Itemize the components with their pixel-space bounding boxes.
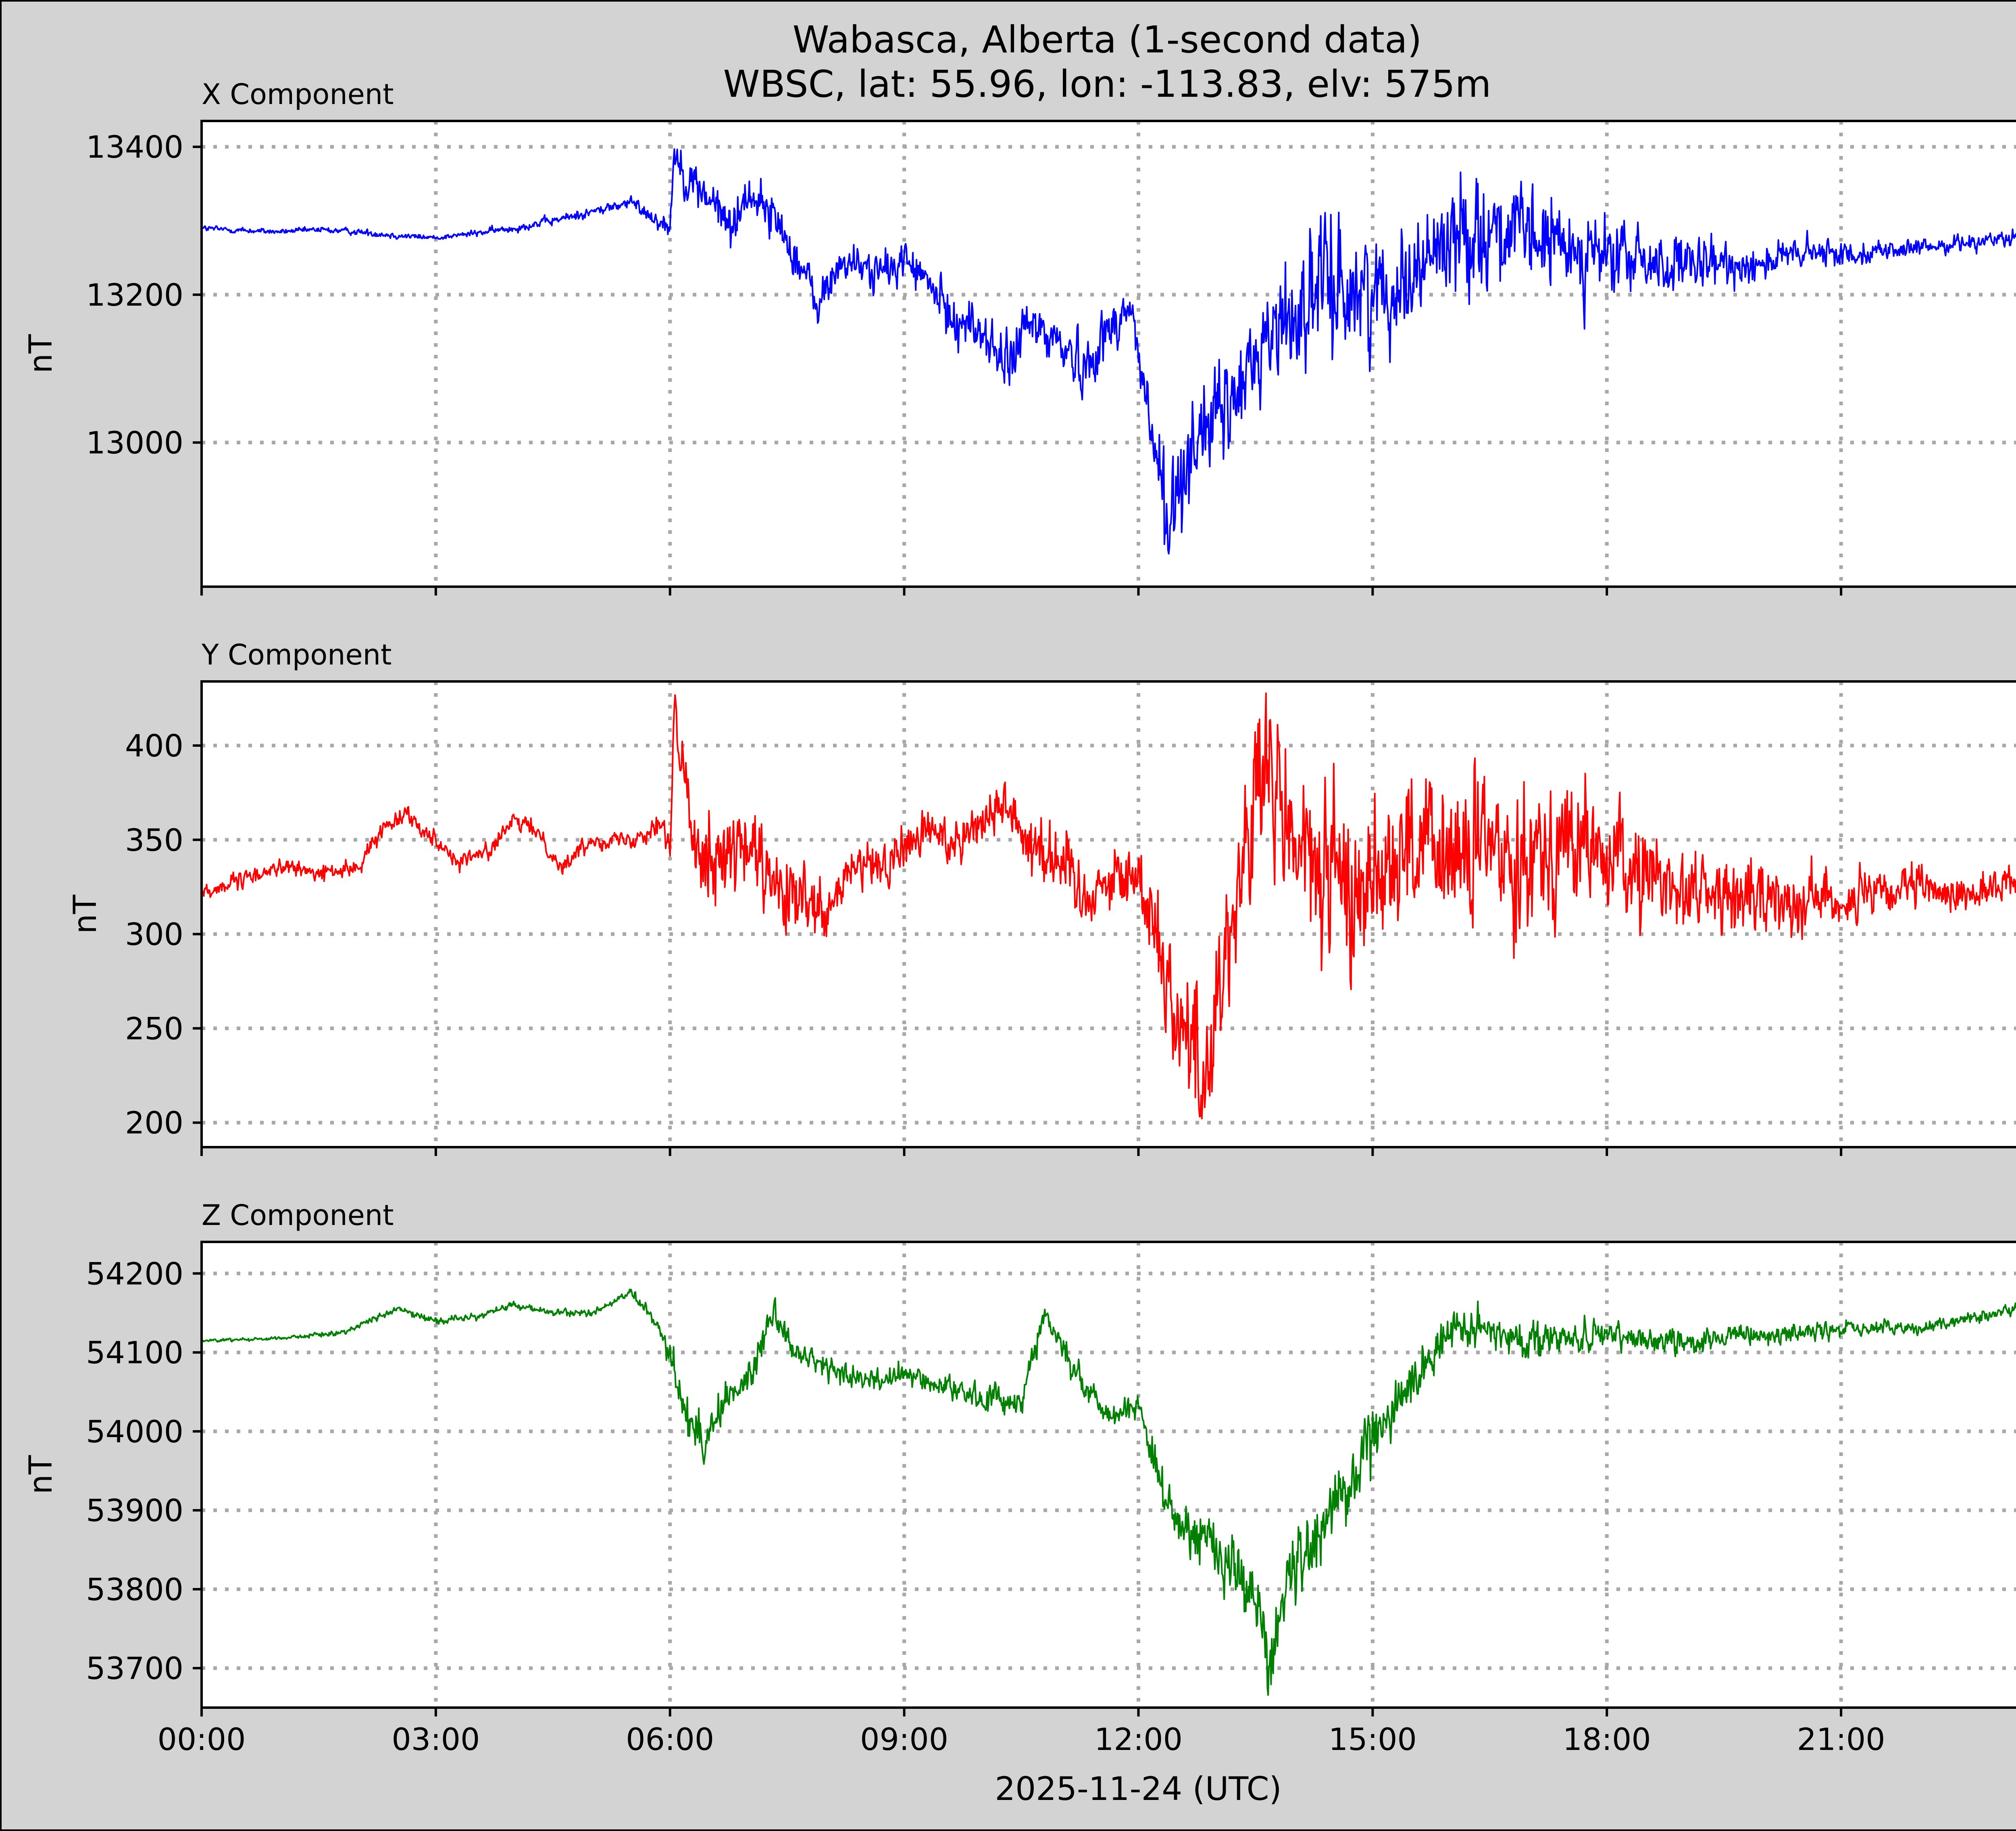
x-tick-label: 15:00 xyxy=(1329,1721,1417,1757)
panel-title: Y Component xyxy=(201,638,392,671)
x-tick-label: 06:00 xyxy=(626,1721,714,1757)
y-tick-label: 54100 xyxy=(86,1335,183,1371)
chart-subtitle: WBSC, lat: 55.96, lon: -113.83, elv: 575… xyxy=(723,62,1491,106)
y-tick-label: 53800 xyxy=(86,1571,183,1607)
plot-area xyxy=(202,681,2016,1147)
x-tick-label: 18:00 xyxy=(1563,1721,1651,1757)
panel-title: X Component xyxy=(202,78,394,111)
panels: 13000 13200 13400 X Component nT 200 250 300 350… xyxy=(23,78,2016,1716)
y-axis-label: nT xyxy=(23,1455,59,1494)
y-tick-label: 13200 xyxy=(86,277,183,313)
x-tick-label: 09:00 xyxy=(860,1721,948,1757)
y-tick-label: 53700 xyxy=(86,1650,183,1686)
y-tick-label: 250 xyxy=(125,1010,183,1046)
y-tick-label: 54000 xyxy=(86,1414,183,1450)
y-axis-label: nT xyxy=(67,895,104,934)
panel-0: 13000 13200 13400 X Component nT xyxy=(23,78,2016,596)
y-tick-label: 53900 xyxy=(86,1493,183,1529)
x-tick-label: 21:00 xyxy=(1797,1721,1885,1757)
y-axis-label: nT xyxy=(23,334,59,373)
series-line-1 xyxy=(201,692,2016,1119)
plot-area xyxy=(202,1242,2016,1708)
x-tick-label: 12:00 xyxy=(1094,1721,1183,1757)
x-tick-label: 03:00 xyxy=(392,1721,480,1757)
plot-area xyxy=(202,121,2016,587)
series-line-2 xyxy=(201,1288,2016,1696)
x-tick-label: 00:00 xyxy=(157,1721,246,1757)
y-tick-label: 13400 xyxy=(86,129,183,165)
y-tick-label: 13000 xyxy=(86,425,183,461)
x-axis: 00:00 03:00 06:00 09:00 12:00 15:00 18:00 21:00 xyxy=(157,1721,1885,1757)
y-tick-label: 54200 xyxy=(86,1256,183,1291)
y-tick-label: 300 xyxy=(125,917,183,952)
y-tick-label: 350 xyxy=(125,822,183,858)
y-tick-label: 200 xyxy=(125,1105,183,1141)
chart-title: Wabasca, Alberta (1-second data) xyxy=(793,18,1422,61)
x-axis-label: 2025-11-24 (UTC) xyxy=(995,1770,1281,1808)
panel-title: Z Component xyxy=(202,1199,394,1232)
panel-2: 53700 53800 53900 54000 54100 54200 Z Componen… xyxy=(23,1199,2016,1716)
series-line-0 xyxy=(201,148,2016,555)
panel-1: 200 250 300 350 400 Y Component nT xyxy=(67,638,2016,1156)
y-tick-label: 400 xyxy=(125,728,183,764)
